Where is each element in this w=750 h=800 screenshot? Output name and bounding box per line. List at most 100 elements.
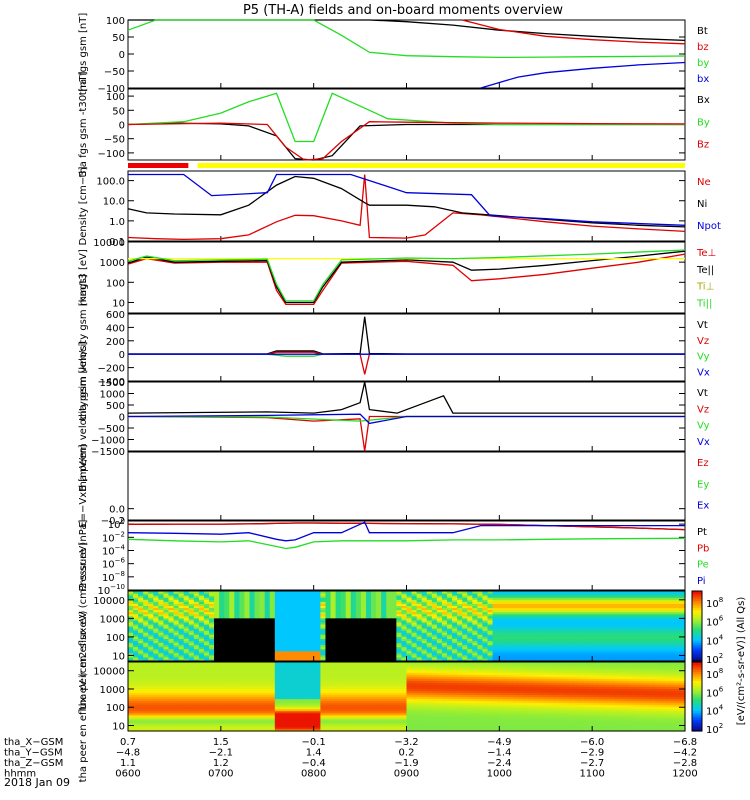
- spectrogram-cell: [538, 650, 544, 654]
- spectrogram-cell: [487, 644, 494, 648]
- spectrogram-cell: [163, 644, 170, 648]
- spectrogram-cell: [209, 666, 215, 669]
- spectrogram-cell: [143, 617, 149, 621]
- spectrogram-cell: [457, 619, 463, 623]
- spectrogram-cell: [274, 648, 281, 652]
- spectrogram-cell: [183, 704, 190, 708]
- spectrogram-cell: [279, 617, 286, 621]
- spectrogram-cell: [679, 609, 686, 613]
- spectrogram-cell: [583, 658, 590, 662]
- spectrogram-cell: [193, 724, 200, 728]
- spectrogram-cell: [360, 623, 367, 627]
- spectrogram-cell: [335, 640, 342, 644]
- spectrogram-cell: [436, 658, 443, 662]
- spectrogram-cell: [360, 632, 367, 635]
- spectrogram-cell: [239, 672, 246, 675]
- spectrogram-cell: [441, 646, 448, 650]
- spectrogram-cell: [669, 615, 676, 619]
- spectrogram-cell: [543, 605, 549, 609]
- spectrogram-cell: [173, 613, 180, 617]
- series-line-Ni: [127, 175, 686, 228]
- spectrogram-cell: [209, 712, 215, 716]
- spectrogram-cell: [264, 712, 271, 716]
- spectrogram-cell: [143, 619, 149, 623]
- spectrogram-cell: [431, 636, 438, 639]
- spectrogram-cell: [183, 682, 190, 685]
- spectrogram-cell: [553, 652, 560, 656]
- spectrogram-cell: [558, 601, 565, 604]
- spectrogram-cell: [163, 690, 170, 694]
- y-tick-label: 600: [106, 310, 125, 321]
- spectrogram-cell: [578, 644, 585, 648]
- spectrogram-cell: [563, 619, 570, 623]
- spectrogram-cell: [355, 603, 362, 607]
- spectrogram-cell: [209, 664, 215, 667]
- spectrogram-cell: [279, 658, 286, 662]
- spectrogram-cell: [411, 621, 418, 625]
- spectrogram-cell: [522, 646, 529, 650]
- panel-frame: [127, 520, 686, 591]
- spectrogram-cell: [674, 603, 681, 607]
- spectrogram-cell: [502, 630, 509, 633]
- spectrogram-cell: [457, 605, 463, 609]
- spectrogram-cell: [284, 632, 291, 635]
- spectrogram-cell: [538, 628, 544, 631]
- spectrogram-cell: [203, 724, 210, 728]
- spectrogram-cell: [679, 642, 686, 646]
- spectrogram-cell: [624, 601, 630, 604]
- spectrogram-cell: [436, 613, 443, 617]
- spectrogram-cell: [406, 611, 413, 615]
- spectrogram-cell: [553, 593, 560, 596]
- spectrogram-cell: [219, 704, 225, 708]
- spectrogram-cell: [573, 634, 580, 637]
- spectrogram-cell: [614, 630, 620, 633]
- spectrogram-cell: [300, 632, 306, 635]
- spectrogram-cell: [214, 652, 220, 656]
- spectrogram-cell: [603, 648, 610, 652]
- spectrogram-cell: [345, 654, 352, 658]
- spectrogram-cell: [588, 640, 595, 644]
- spectrogram-cell: [274, 634, 281, 637]
- spectrogram-cell: [295, 630, 301, 633]
- spectrogram-cell: [158, 638, 165, 642]
- spectrogram-cell: [234, 716, 240, 720]
- spectrogram-cell: [259, 626, 266, 629]
- spectrogram-cell: [639, 646, 646, 650]
- spectrogram-cell: [300, 646, 306, 650]
- spectrogram-cell: [254, 615, 261, 619]
- spectrogram-cell: [320, 658, 327, 662]
- spectrogram-cell: [588, 603, 595, 607]
- spectrogram-cell: [487, 640, 494, 644]
- spectrogram-cell: [335, 613, 342, 617]
- spectrogram-cell: [239, 607, 246, 611]
- spectrogram-cell: [416, 613, 423, 617]
- spectrogram-cell: [365, 644, 372, 648]
- spectrogram-cell: [528, 626, 534, 629]
- spectrogram-cell: [568, 634, 575, 637]
- spectrogram-cell: [583, 648, 590, 652]
- spectrogram-cell: [477, 628, 484, 631]
- spectrogram-cell: [254, 700, 261, 704]
- legend-entry: Bx: [697, 95, 710, 106]
- spectrogram-cell: [669, 623, 676, 627]
- spectrogram-cell: [234, 684, 240, 687]
- spectrogram-cell: [421, 642, 428, 646]
- spectrogram-cell: [639, 607, 646, 611]
- spectrogram-cell: [234, 664, 240, 667]
- spectrogram-cell: [462, 623, 468, 627]
- spectrogram-cell: [548, 619, 554, 623]
- spectrogram-cell: [639, 644, 646, 648]
- spectrogram-cell: [664, 603, 671, 607]
- spectrogram-cell: [588, 634, 595, 637]
- spectrogram-cell: [310, 644, 316, 648]
- spectrogram-cell: [538, 621, 544, 625]
- spectrogram-cell: [528, 597, 534, 600]
- spectrogram-cell: [654, 642, 661, 646]
- legend-entry: Te⊥: [696, 248, 716, 259]
- spectrogram-cell: [674, 654, 681, 658]
- spectrogram-cell: [512, 634, 519, 637]
- spectrogram-cell: [447, 599, 453, 602]
- spectrogram-cell: [148, 634, 154, 637]
- spectrogram-cell: [209, 708, 215, 712]
- spectrogram-cell: [128, 692, 134, 696]
